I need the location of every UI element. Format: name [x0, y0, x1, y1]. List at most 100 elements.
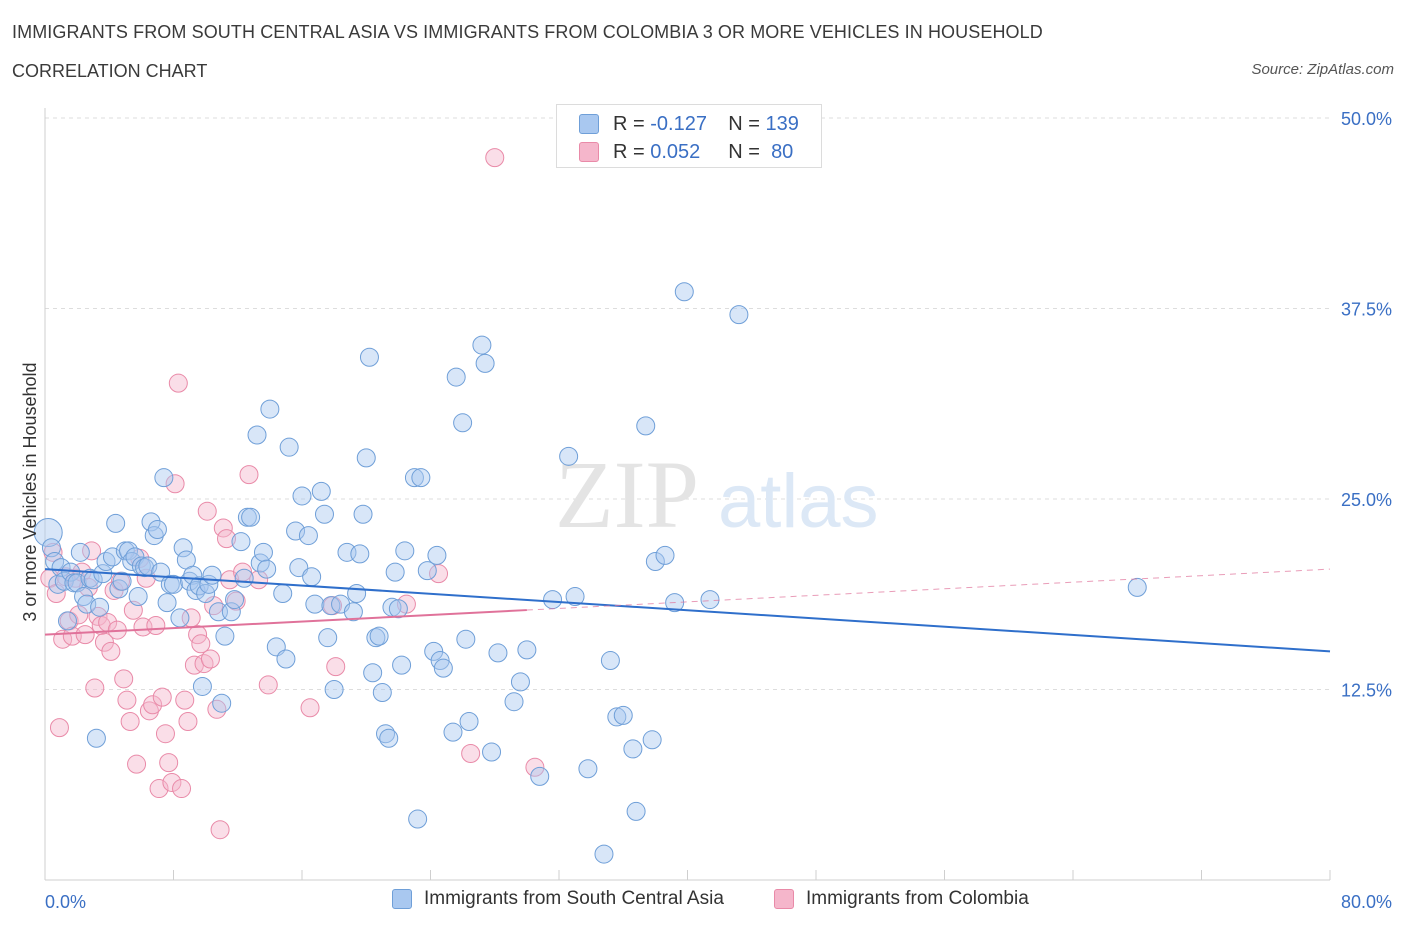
south-central-asia-point	[253, 542, 273, 562]
colombia-points	[40, 148, 545, 840]
south-central-asia-point	[347, 583, 367, 603]
south-central-asia-point	[642, 730, 662, 750]
y-tick-label: 25.0%	[1341, 490, 1392, 510]
south-central-asia-point	[626, 801, 646, 821]
colombia-point	[149, 779, 169, 799]
colombia-point	[200, 649, 220, 669]
n-label: N =	[728, 140, 760, 163]
watermark-atlas: atlas	[718, 459, 879, 544]
south-central-asia-point	[164, 574, 183, 594]
colombia-point	[75, 625, 95, 645]
south-central-asia-point	[314, 504, 334, 524]
colombia-point	[155, 724, 175, 744]
south-central-asia-point	[350, 544, 370, 564]
south-central-asia-point	[645, 551, 665, 571]
south-central-asia-point	[472, 335, 492, 355]
south-central-asia-point	[212, 693, 232, 713]
colombia-point	[159, 753, 179, 773]
y-tick-label: 12.5%	[1341, 681, 1392, 701]
south-central-asia-point	[504, 692, 524, 712]
south-central-asia-point	[443, 722, 463, 742]
south-central-asia-point	[144, 526, 164, 546]
south-central-asia-point	[231, 532, 251, 552]
south-central-asia-point	[427, 545, 447, 565]
colombia-point	[300, 698, 320, 718]
legend-label: Immigrants from Colombia	[806, 888, 1029, 909]
south-central-asia-point	[430, 651, 450, 671]
south-central-asia-point	[170, 608, 190, 628]
south-central-asia-point	[510, 672, 530, 692]
colombia-point	[69, 605, 89, 625]
n-value: 139	[765, 112, 799, 135]
south-central-asia-point	[411, 468, 431, 488]
south-central-asia-point	[343, 602, 363, 622]
colombia-point	[120, 712, 140, 732]
colombia-point	[172, 779, 192, 799]
south-central-asia-point	[565, 587, 585, 607]
south-central-asia-point	[74, 587, 94, 607]
south-central-asia-point	[80, 568, 100, 588]
south-central-asia-point	[202, 565, 222, 585]
south-central-asia-point	[157, 593, 177, 613]
source-credit: Source: ZipAtlas.com	[1251, 61, 1394, 78]
south-central-asia-point	[241, 507, 261, 527]
south-central-asia-point	[700, 590, 720, 610]
r-value: -0.127	[650, 112, 707, 135]
south-central-asia-point	[90, 597, 110, 617]
south-central-asia-point	[112, 571, 132, 591]
legend-swatch-pink	[774, 889, 794, 909]
colombia-trend-extension	[526, 568, 1331, 611]
south-central-asia-point	[128, 587, 148, 607]
colombia-point	[114, 669, 134, 689]
south-central-asia-point	[173, 538, 193, 558]
stats-row-south-central-asia: R = -0.127 N = 139	[579, 110, 799, 138]
x-tick-label: 80.0%	[1341, 892, 1392, 912]
south-central-asia-point	[289, 558, 309, 578]
colombia-point	[178, 712, 198, 732]
colombia-point	[117, 690, 137, 710]
south-central-asia-point	[363, 663, 383, 683]
legend-item-south-central-asia: Immigrants from South Central Asia	[392, 888, 724, 910]
south-central-asia-points	[33, 282, 1147, 864]
colombia-point	[191, 634, 211, 654]
colombia-point	[197, 501, 217, 521]
colombia-point	[146, 615, 166, 635]
south-central-asia-point	[215, 626, 235, 646]
legend-swatch-blue	[392, 889, 412, 909]
south-central-asia-point	[77, 594, 97, 614]
south-central-asia-point	[395, 541, 415, 561]
colombia-point	[49, 718, 69, 738]
colombia-trend-line	[44, 609, 527, 636]
south-central-asia-point	[135, 558, 155, 578]
south-central-asia-point	[154, 468, 174, 488]
south-central-asia-point	[379, 728, 399, 748]
south-central-asia-point	[456, 629, 476, 649]
south-central-asia-point	[302, 567, 322, 587]
south-central-asia-point	[359, 347, 379, 367]
south-central-asia-point	[446, 367, 466, 387]
colombia-point	[168, 373, 188, 393]
colombia-point	[326, 657, 346, 677]
south-central-asia-point	[57, 611, 77, 631]
x-tick-label: 0.0%	[45, 892, 86, 912]
south-central-asia-point	[260, 399, 280, 419]
south-central-asia-point	[517, 640, 537, 660]
south-central-asia-point	[600, 651, 620, 671]
y-tick-label: 50.0%	[1341, 109, 1392, 129]
south-central-asia-point	[273, 583, 293, 603]
south-central-asia-point	[530, 766, 550, 786]
south-central-asia-point	[594, 844, 614, 864]
south-central-asia-point	[192, 676, 212, 696]
colombia-point	[213, 518, 233, 538]
south-central-asia-point	[488, 643, 508, 663]
colombia-point	[127, 754, 147, 774]
r-value: 0.052	[650, 140, 701, 163]
chart-title: IMMIGRANTS FROM SOUTH CENTRAL ASIA VS IM…	[12, 22, 1043, 42]
legend-swatch-blue	[579, 114, 599, 134]
south-central-asia-point	[729, 305, 749, 325]
colombia-point	[143, 695, 163, 715]
south-central-asia-point	[408, 809, 428, 829]
south-central-asia-point	[353, 504, 373, 524]
south-central-asia-point	[106, 513, 126, 533]
south-central-asia-point	[607, 707, 627, 727]
